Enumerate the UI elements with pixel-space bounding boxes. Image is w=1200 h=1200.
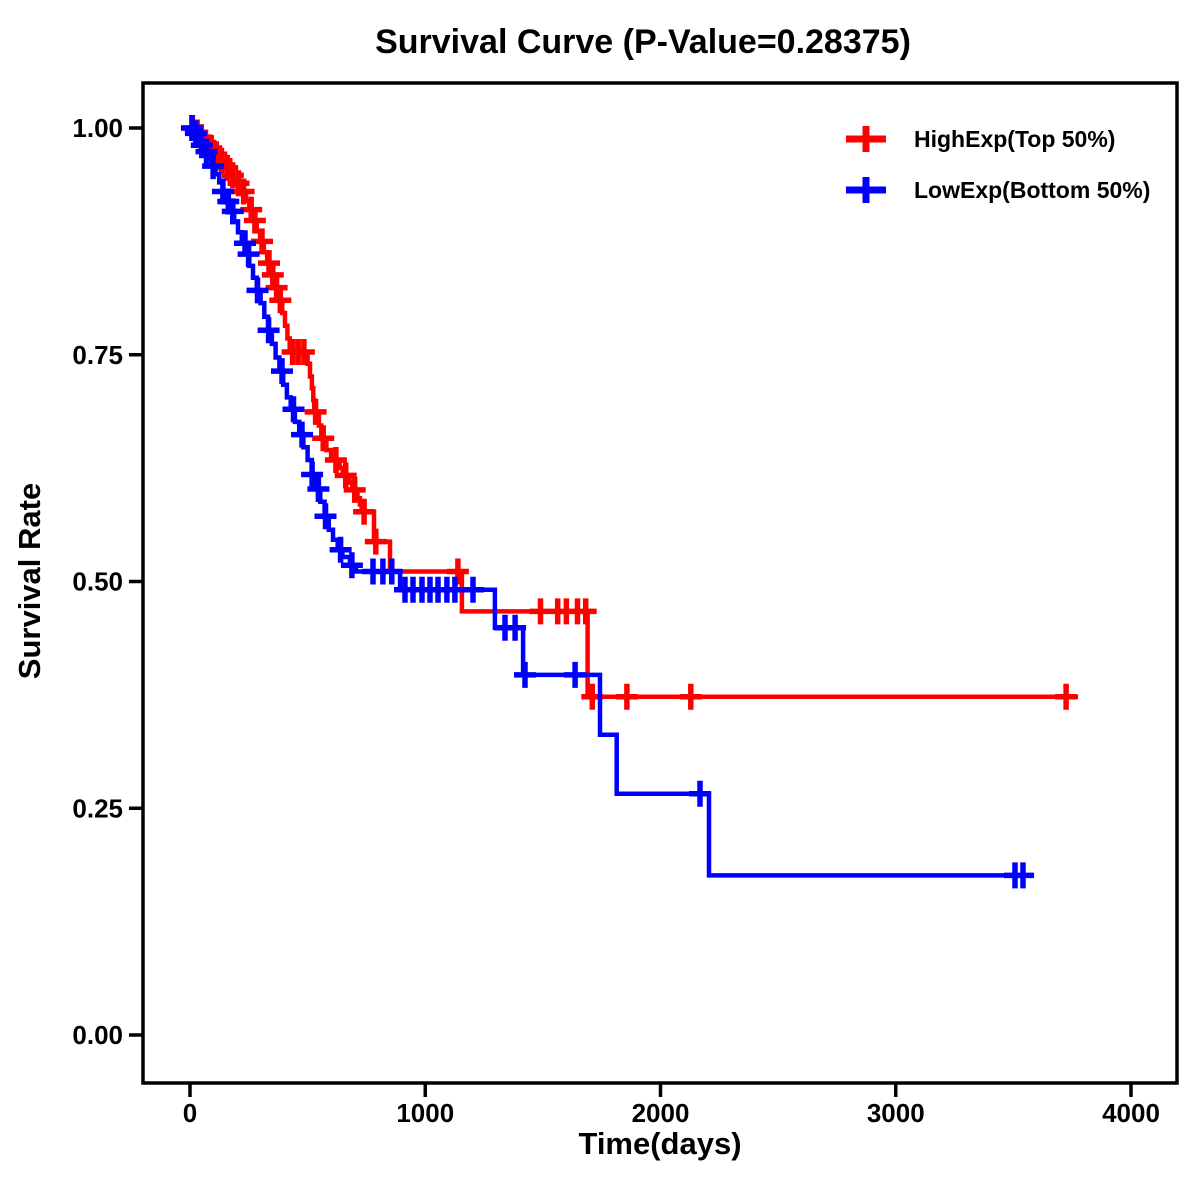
x-axis-tick-label: 1000 bbox=[396, 1098, 454, 1128]
legend: HighExp(Top 50%) LowExp(Bottom 50%) bbox=[846, 126, 1150, 203]
y-axis-tick-label: 0.75 bbox=[72, 340, 123, 370]
x-axis-tick-label: 0 bbox=[183, 1098, 197, 1128]
plot-panel-border bbox=[141, 81, 1179, 1085]
x-axis-tick-label: 3000 bbox=[867, 1098, 925, 1128]
censor-marks-lowexp bbox=[180, 115, 1034, 889]
legend-marker-highexp-icon bbox=[846, 126, 886, 152]
legend-label-lowexp: LowExp(Bottom 50%) bbox=[914, 177, 1150, 203]
legend-label-highexp: HighExp(Top 50%) bbox=[914, 126, 1115, 152]
y-axis-tick-label: 0.50 bbox=[72, 567, 123, 597]
series-curves-layer bbox=[180, 115, 1079, 889]
y-axis-label: Survival Rate bbox=[12, 483, 47, 679]
x-axis-tick-label: 4000 bbox=[1102, 1098, 1160, 1128]
legend-marker-lowexp-icon bbox=[846, 177, 886, 203]
axis-ticks-layer: 0 1000 2000 3000 4000 0.00 0.25 0.50 0.75 1.00 bbox=[72, 113, 1160, 1128]
censor-marks-highexp bbox=[181, 115, 1078, 710]
x-axis-label: Time(days) bbox=[578, 1126, 741, 1161]
y-axis-tick-label: 0.00 bbox=[72, 1020, 123, 1050]
x-axis-tick-label: 2000 bbox=[632, 1098, 690, 1128]
y-axis-tick-label: 1.00 bbox=[72, 113, 123, 143]
chart-title: Survival Curve (P-Value=0.28375) bbox=[375, 23, 911, 61]
y-axis-tick-label: 0.25 bbox=[72, 793, 123, 823]
